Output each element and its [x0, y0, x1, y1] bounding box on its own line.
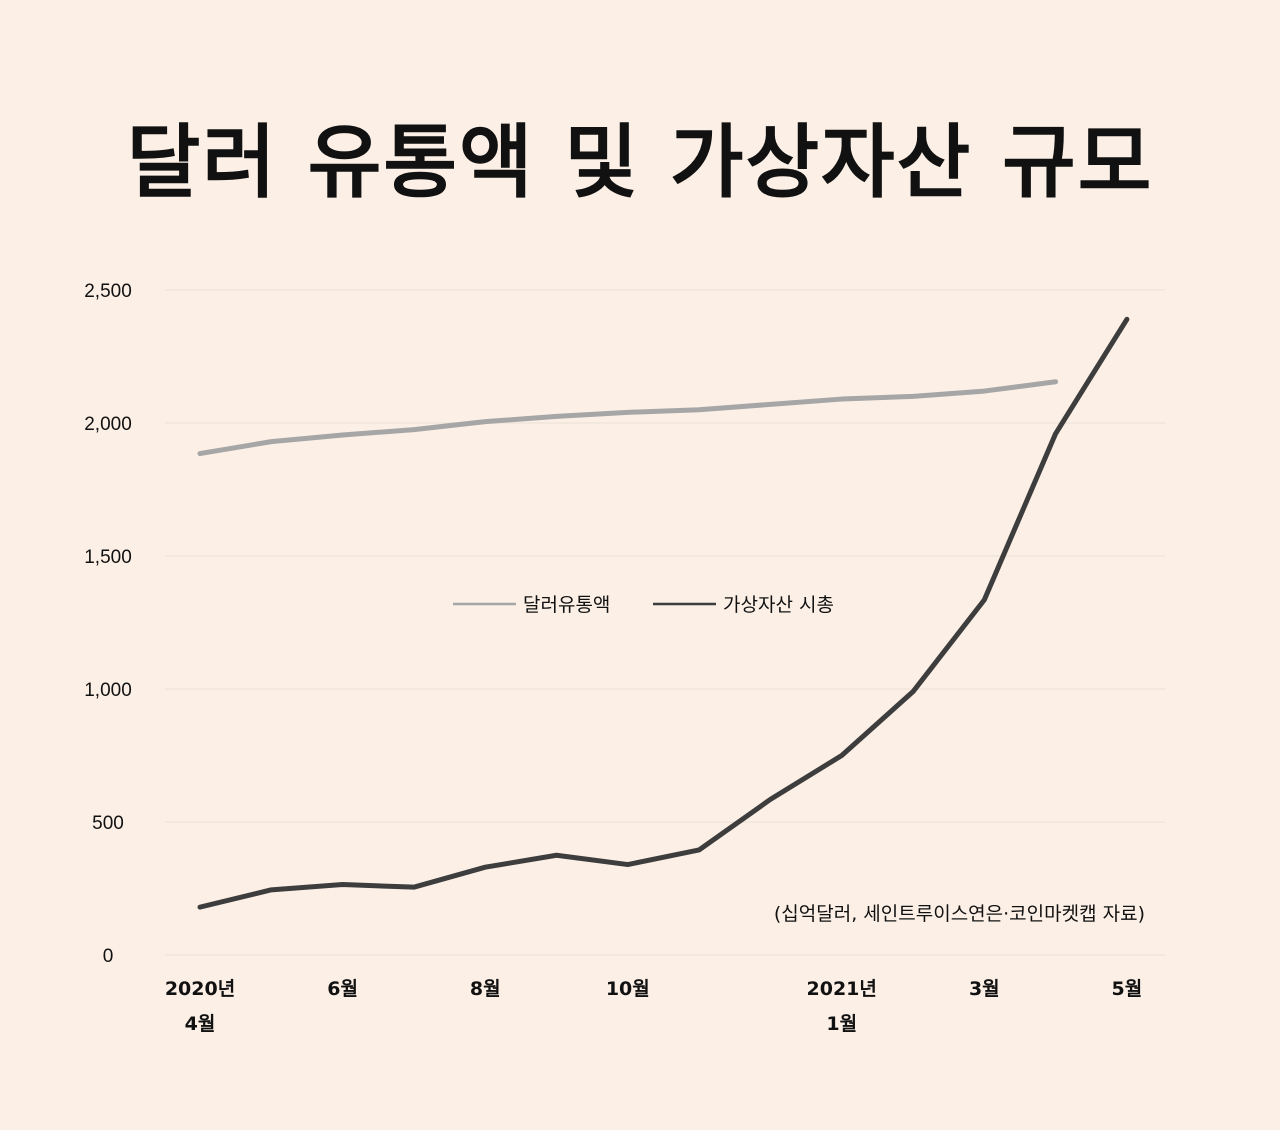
legend-label: 달러유통액	[523, 594, 610, 616]
y-tick-label: 2,500	[84, 281, 132, 302]
x-tick-label: 4월	[185, 1013, 216, 1035]
x-tick-label: 5월	[1112, 978, 1143, 1000]
y-tick-label: 1,500	[84, 547, 132, 568]
gridlines	[165, 289, 1165, 956]
y-tick-label: 0	[103, 946, 114, 967]
legend-label: 가상자산 시총	[723, 594, 834, 616]
x-axis: 2020년 4월 6월 8월 10월 2021년 1월 3월 5월	[165, 978, 1142, 1035]
chart-title: 달러 유통액 및 가상자산 규모	[126, 116, 1154, 209]
x-tick-label: 8월	[470, 978, 501, 1000]
legend: 달러유통액 가상자산 시총	[453, 594, 834, 616]
x-tick-label: 2020년	[165, 978, 235, 1000]
y-tick-label: 500	[92, 813, 124, 834]
x-tick-label: 1월	[826, 1013, 857, 1035]
crypto-market-cap-line	[197, 316, 1130, 910]
series-lines	[197, 316, 1130, 910]
dollar-circulation-line	[197, 379, 1059, 457]
source-note: (십억달러, 세인트루이스연은·코인마켓캡 자료)	[774, 903, 1145, 925]
y-axis: 0 500 1,000 1,500 2,000 2,500	[84, 281, 132, 967]
x-tick-label: 10월	[606, 978, 650, 1000]
x-tick-label: 2021년	[807, 978, 877, 1000]
x-tick-label: 6월	[327, 978, 358, 1000]
x-tick-label: 3월	[969, 978, 1000, 1000]
y-tick-label: 1,000	[84, 680, 132, 701]
y-tick-label: 2,000	[84, 414, 132, 435]
